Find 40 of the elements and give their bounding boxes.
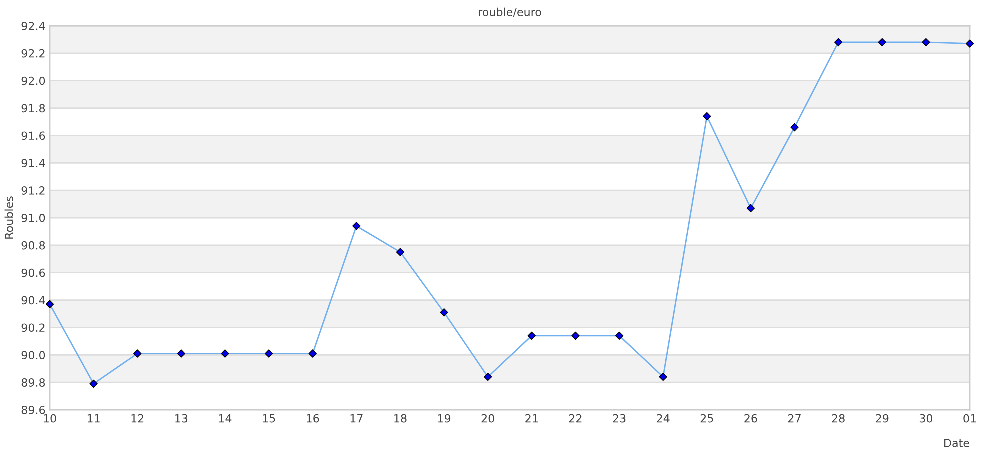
y-tick-label: 91.8 [22,104,46,113]
y-tick-label: 92.2 [22,49,45,58]
x-tick-label: 16 [307,414,320,423]
x-tick-label: 29 [876,414,889,423]
y-tick-label: 90.8 [22,241,46,250]
y-tick-label: 90.4 [22,296,46,305]
y-tick-label: 90.2 [22,324,45,332]
x-tick-label: 01 [964,414,976,423]
x-tick-label: 12 [132,414,144,423]
x-tick-label: 19 [438,414,451,423]
x-tick-label: 20 [482,414,494,423]
x-tick-label: 24 [657,414,670,423]
x-tick-label: 26 [744,414,758,423]
x-tick-label: 11 [88,414,100,423]
x-tick-label: 21 [526,414,538,423]
y-tick-label: 89.6 [22,406,46,414]
y-axis-title: Roubles [4,196,14,239]
y-tick-label: 91.4 [22,159,46,168]
x-tick-label: 10 [44,414,56,423]
x-tick-label: 23 [613,414,626,423]
x-tick-label: 15 [263,414,276,423]
x-tick-label: 27 [788,414,801,423]
y-tick-label: 91.6 [22,132,46,140]
y-tick-label: 90.0 [22,351,46,360]
y-tick-label: 89.8 [22,378,46,387]
y-tick-label: 91.2 [22,186,45,195]
x-tick-label: 14 [219,414,232,423]
x-tick-label: 30 [920,414,933,423]
y-tick-label: 92.4 [22,22,46,30]
x-tick-label: 28 [832,414,845,423]
y-tick-label: 90.6 [22,268,46,278]
x-tick-label: 22 [569,414,582,423]
x-tick-label: 18 [394,414,407,423]
chart-title: rouble/euro [479,8,542,18]
x-tick-label: 25 [700,414,714,423]
y-tick-label: 92.0 [22,76,46,86]
x-tick-label: 17 [350,414,363,423]
x-tick-label: 13 [176,414,188,423]
x-axis-title: Date [944,439,970,448]
y-tick-label: 91.0 [22,214,46,222]
